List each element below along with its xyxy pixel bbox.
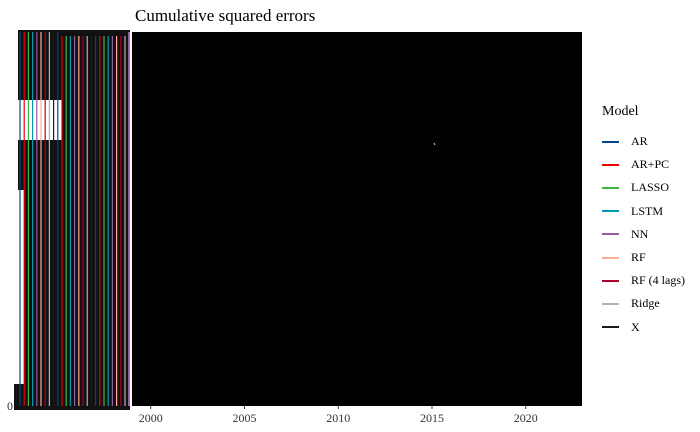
legend-item: NN [602, 223, 698, 246]
legend: Model AR AR+PC LASSO LSTM NN RF RF (4 lags) Rid… [602, 104, 698, 339]
legend-key-line [602, 279, 619, 282]
legend-key-line [602, 326, 619, 329]
x-tick-label-2010: 2010 [326, 411, 350, 425]
y-label-block-bottom [14, 384, 130, 410]
legend-label: AR [631, 134, 648, 149]
legend-label: Ridge [631, 296, 660, 311]
x-tick-label-2020: 2020 [514, 411, 538, 425]
legend-key-line [602, 210, 619, 213]
legend-item: RF [602, 246, 698, 269]
legend-item: RF (4 lags) [602, 269, 698, 292]
y-label-block-lower [24, 190, 130, 390]
legend-item: LASSO [602, 176, 698, 199]
series-artifact [433, 142, 436, 146]
x-tick-label-2015: 2015 [420, 411, 444, 425]
legend-item: AR+PC [602, 153, 698, 176]
y-axis-overplotted-labels [14, 30, 130, 410]
legend-key-line [602, 140, 619, 143]
legend-key-line [602, 302, 619, 305]
legend-label: LASSO [631, 180, 670, 195]
legend-label: AR+PC [631, 157, 670, 172]
legend-key-line [602, 233, 619, 236]
plot-panel [132, 32, 582, 406]
x-tick-label-2000: 2000 [139, 411, 163, 425]
legend-label: RF [631, 250, 646, 265]
legend-item: LSTM [602, 200, 698, 223]
y-tick-label-zero: 0 [7, 399, 13, 413]
legend-label: LSTM [631, 203, 664, 218]
x-tick-label-2005: 2005 [233, 411, 257, 425]
legend-key-line [602, 163, 619, 166]
legend-key-line [602, 256, 619, 259]
chart-title: Cumulative squared errors [135, 6, 316, 25]
legend-item: X [602, 316, 698, 339]
x-axis: 2000 2005 2010 2015 2020 [139, 406, 538, 425]
legend-item: AR [602, 130, 698, 153]
legend-title: Model [602, 104, 639, 119]
legend-label: X [631, 319, 640, 334]
legend-label: RF (4 lags) [631, 273, 685, 288]
legend-key-line [602, 186, 619, 189]
legend-item: Ridge [602, 292, 698, 315]
legend-label: NN [631, 226, 649, 241]
legend-items: AR AR+PC LASSO LSTM NN RF RF (4 lags) Ridge X [602, 130, 698, 339]
